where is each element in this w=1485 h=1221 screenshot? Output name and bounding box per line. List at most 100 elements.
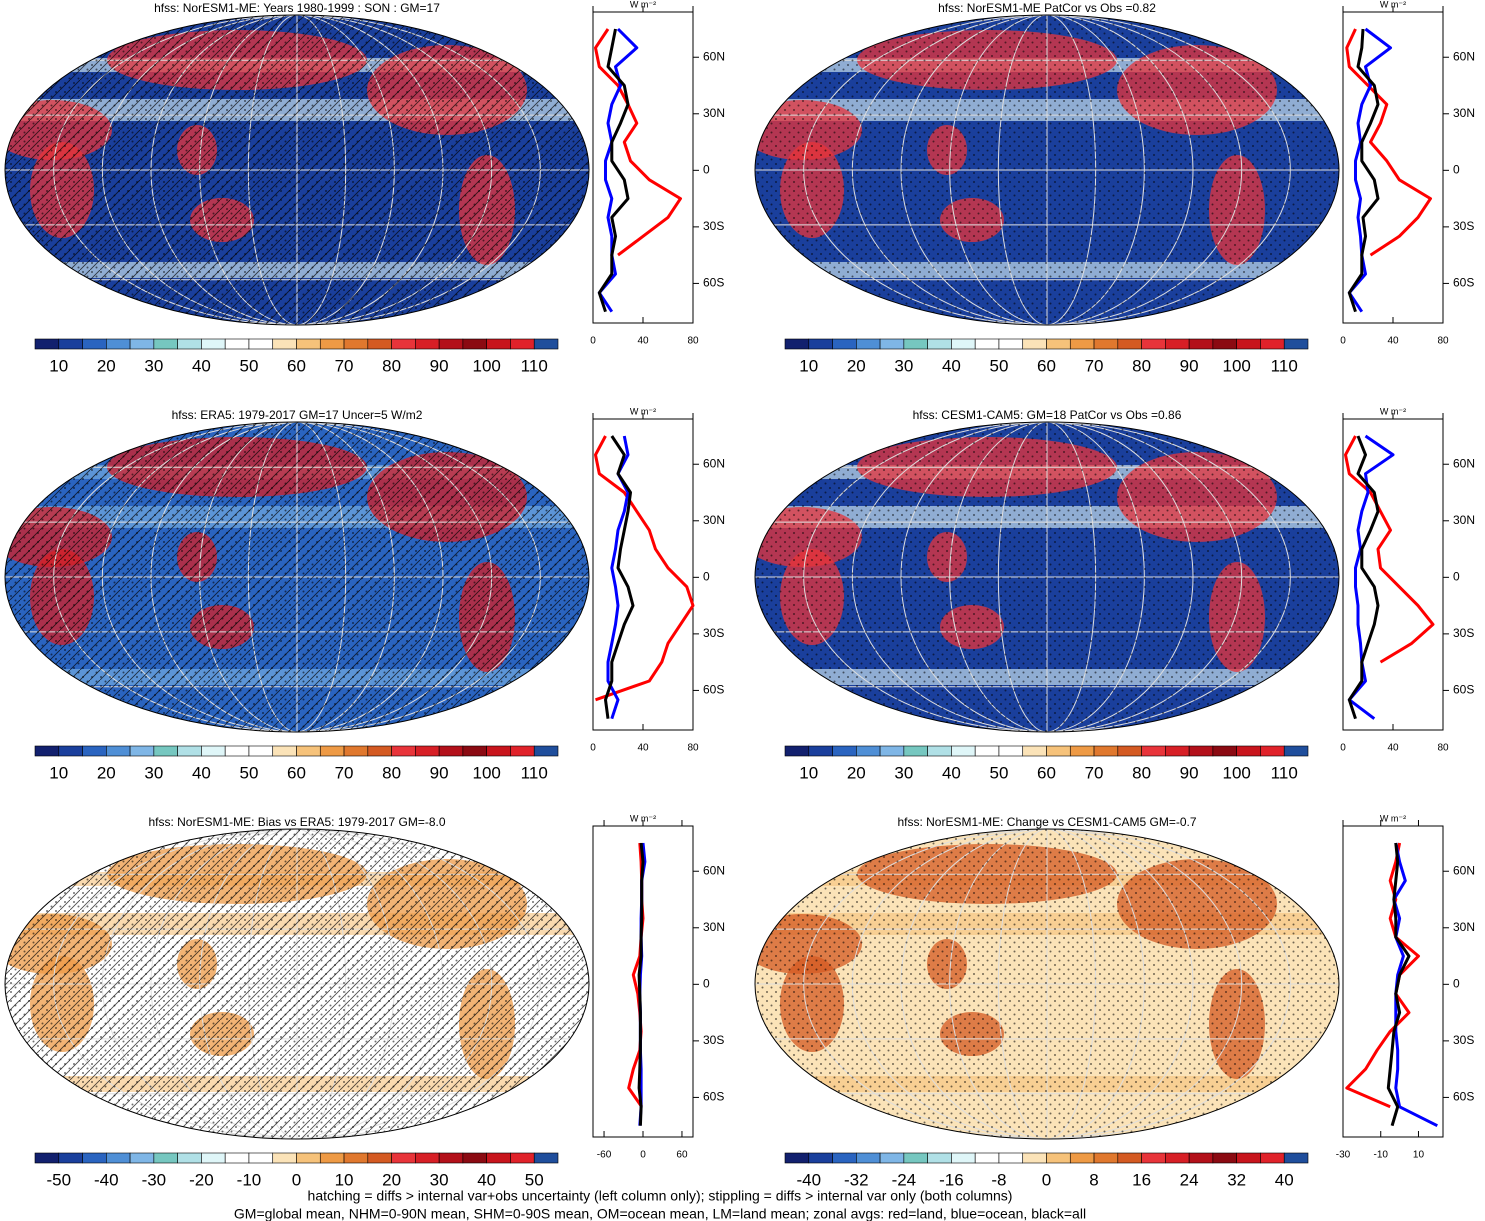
map-title: hfss: ERA5: 1979-2017 GM=17 Uncer=5 W/m2	[172, 408, 423, 422]
y-tick-label: 30N	[703, 920, 725, 934]
colorbar-box	[1117, 338, 1142, 350]
colorbar-box	[533, 745, 559, 757]
map-border	[4, 14, 590, 326]
x-tick-label: 80	[687, 743, 699, 754]
colorbar-box	[415, 338, 440, 350]
y-tick-label: 60N	[1453, 863, 1475, 877]
colorbar-box	[1283, 745, 1309, 757]
colorbar-box	[998, 745, 1024, 757]
colorbar-box	[415, 1152, 440, 1164]
x-tick-label: 40	[1387, 336, 1399, 347]
colorbar-box	[533, 338, 559, 350]
colorbar-box	[903, 1152, 928, 1164]
y-tick-label: 0	[1453, 162, 1460, 176]
x-tick-label: 10	[1413, 1150, 1425, 1161]
colorbar-label: 70	[1085, 356, 1104, 375]
colorbar-label: 100	[1222, 763, 1250, 782]
colorbar-box	[927, 338, 952, 350]
colorbar-box	[1236, 338, 1261, 350]
colorbar-box	[510, 1152, 535, 1164]
colorbar-label: 70	[1085, 763, 1104, 782]
colorbar-box	[808, 745, 833, 757]
colorbar-box	[82, 745, 107, 757]
colorbar-box	[832, 338, 857, 350]
colorbar-box	[58, 338, 83, 350]
colorbar-box	[998, 1152, 1024, 1164]
colorbar-label: 30	[894, 763, 913, 782]
colorbar-box	[879, 1152, 905, 1164]
y-tick-label: 30N	[1453, 106, 1475, 120]
colorbar-label: 20	[97, 763, 116, 782]
colorbar-box	[1165, 1152, 1190, 1164]
zonal-frame	[1342, 11, 1444, 324]
x-tick-label: 80	[1437, 336, 1449, 347]
colorbar-label: 50	[525, 1170, 544, 1189]
colorbar-label: 90	[1180, 763, 1199, 782]
colorbar-box	[319, 1152, 345, 1164]
colorbar-box	[1046, 745, 1071, 757]
colorbar-label: -16	[939, 1170, 964, 1189]
map-border	[754, 421, 1340, 733]
colorbar-box	[462, 338, 487, 350]
y-tick-label: 60N	[1453, 49, 1475, 63]
y-tick-label: 30N	[1453, 513, 1475, 527]
colorbar-box	[343, 338, 369, 350]
colorbar-box	[808, 338, 833, 350]
colorbar-box	[1260, 1152, 1285, 1164]
colorbar-label: 90	[430, 763, 449, 782]
colorbar-box	[201, 1152, 226, 1164]
unit-label: W m⁻²	[1380, 406, 1406, 416]
colorbar-box	[58, 1152, 83, 1164]
zonal-frame	[592, 11, 694, 324]
colorbar-box	[106, 745, 131, 757]
y-tick-label: 30S	[703, 626, 724, 640]
y-tick-label: 30S	[703, 219, 724, 233]
colorbar-box	[201, 338, 226, 350]
colorbar-label: 90	[1180, 356, 1199, 375]
colorbar-box	[510, 338, 535, 350]
colorbar-box	[1117, 1152, 1142, 1164]
colorbar-box	[462, 1152, 487, 1164]
colorbar-box	[1022, 745, 1047, 757]
colorbar-label: 40	[192, 763, 211, 782]
colorbar-label: 40	[477, 1170, 496, 1189]
y-tick-label: 30N	[1453, 920, 1475, 934]
x-tick-label: 0	[640, 1150, 646, 1161]
colorbar-box	[343, 745, 369, 757]
colorbar-label: 60	[1037, 763, 1056, 782]
colorbar-label: 50	[239, 356, 258, 375]
colorbar-box	[951, 338, 976, 350]
colorbar-box	[927, 1152, 952, 1164]
map	[755, 15, 1339, 325]
colorbar-label: -24	[892, 1170, 917, 1189]
colorbar-box	[367, 1152, 392, 1164]
colorbar-box	[486, 745, 511, 757]
colorbar-box	[319, 338, 345, 350]
colorbar-label: -40	[796, 1170, 821, 1189]
x-tick-label: 0	[1340, 743, 1346, 754]
colorbar-box	[272, 1152, 297, 1164]
colorbar-box	[784, 745, 810, 757]
colorbar-box	[1141, 1152, 1166, 1164]
y-tick-label: 60N	[703, 49, 725, 63]
colorbar-box	[82, 1152, 107, 1164]
x-tick-label: 80	[687, 336, 699, 347]
colorbar-box	[879, 745, 905, 757]
colorbar-label: 16	[1132, 1170, 1151, 1189]
colorbar-label: 40	[942, 763, 961, 782]
colorbar-box	[129, 1152, 155, 1164]
colorbar-box	[106, 338, 131, 350]
colorbar-box	[248, 338, 274, 350]
colorbar-box	[1188, 745, 1214, 757]
y-tick-label: 0	[1453, 976, 1460, 990]
x-tick-label: -10	[1374, 1150, 1389, 1161]
colorbar-box	[486, 338, 511, 350]
colorbar-box	[319, 745, 345, 757]
colorbar-label: 60	[287, 356, 306, 375]
colorbar-label: 30	[144, 763, 163, 782]
map-border	[4, 828, 590, 1140]
stippling	[755, 829, 1339, 1139]
colorbar-box	[1212, 1152, 1237, 1164]
colorbar-box	[1022, 1152, 1047, 1164]
